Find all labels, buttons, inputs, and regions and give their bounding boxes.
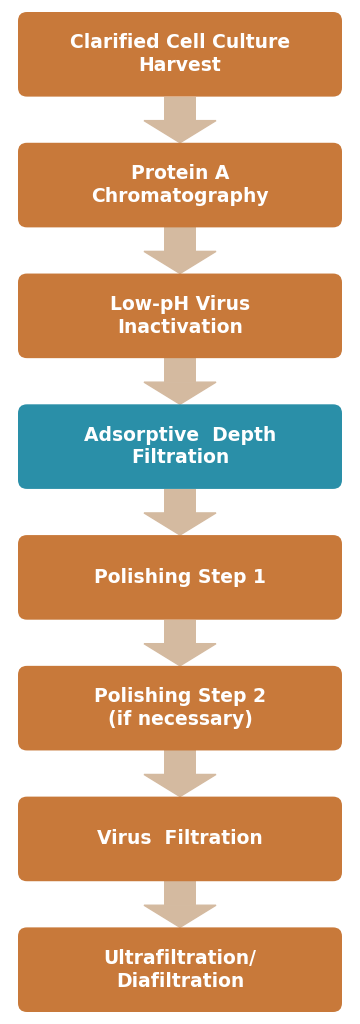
FancyBboxPatch shape — [18, 142, 342, 227]
Text: Ultrafiltration/
Diafiltration: Ultrafiltration/ Diafiltration — [104, 949, 256, 990]
Text: Polishing Step 1: Polishing Step 1 — [94, 568, 266, 587]
Polygon shape — [144, 382, 216, 404]
FancyBboxPatch shape — [18, 12, 342, 96]
Text: Clarified Cell Culture
Harvest: Clarified Cell Culture Harvest — [70, 34, 290, 75]
FancyBboxPatch shape — [164, 227, 196, 251]
FancyBboxPatch shape — [164, 358, 196, 382]
Polygon shape — [144, 251, 216, 273]
Polygon shape — [144, 774, 216, 797]
Polygon shape — [144, 644, 216, 666]
FancyBboxPatch shape — [18, 666, 342, 751]
FancyBboxPatch shape — [18, 404, 342, 488]
FancyBboxPatch shape — [164, 751, 196, 774]
Text: Virus  Filtration: Virus Filtration — [97, 829, 263, 849]
FancyBboxPatch shape — [18, 273, 342, 358]
FancyBboxPatch shape — [18, 536, 342, 620]
Polygon shape — [144, 121, 216, 142]
FancyBboxPatch shape — [164, 488, 196, 513]
FancyBboxPatch shape — [164, 96, 196, 121]
Polygon shape — [144, 513, 216, 536]
Polygon shape — [144, 905, 216, 928]
FancyBboxPatch shape — [164, 882, 196, 905]
FancyBboxPatch shape — [164, 620, 196, 644]
Text: Adsorptive  Depth
Filtration: Adsorptive Depth Filtration — [84, 426, 276, 468]
Text: Protein A
Chromatography: Protein A Chromatography — [91, 164, 269, 206]
FancyBboxPatch shape — [18, 928, 342, 1012]
Text: Polishing Step 2
(if necessary): Polishing Step 2 (if necessary) — [94, 687, 266, 729]
Text: Low-pH Virus
Inactivation: Low-pH Virus Inactivation — [110, 295, 250, 337]
FancyBboxPatch shape — [18, 797, 342, 882]
